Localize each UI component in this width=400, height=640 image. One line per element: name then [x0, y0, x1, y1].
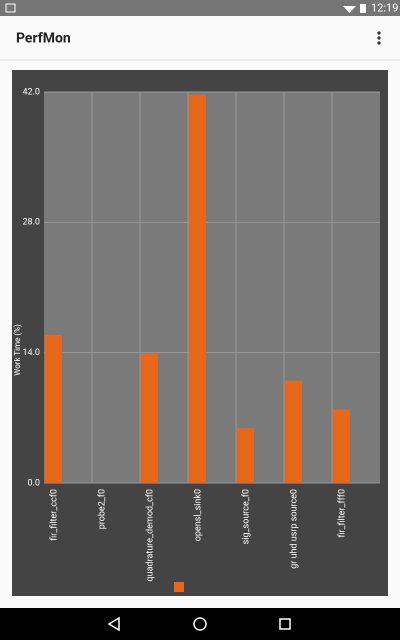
nav-recents[interactable] — [279, 618, 291, 630]
notification-icon — [5, 3, 16, 13]
nav-bar — [0, 608, 400, 640]
chart: 0.0 14.0 28.0 42.0 fir_filter_ccf0 probe2_f0 q… — [22, 87, 380, 581]
app-bar — [0, 16, 400, 60]
y-tick-label: 28.0 — [22, 218, 40, 228]
app-title: PerfMon — [16, 31, 71, 47]
y-axis-label: Work Time (%) — [13, 324, 22, 376]
y-tick-label: 42.0 — [22, 87, 40, 97]
y-tick-label: 14.0 — [22, 348, 40, 358]
status-bar — [0, 0, 400, 16]
nav-home[interactable] — [193, 617, 207, 631]
x-tick-label: probe2_f0 — [97, 489, 107, 529]
x-tick-label: quadrature_demod_cf0 — [145, 489, 155, 581]
nav-back[interactable] — [107, 616, 120, 632]
x-tick-label: fir_filter_ccf0 — [49, 489, 59, 541]
x-tick-label: opensl_sink0 — [193, 489, 203, 541]
wifi-icon — [343, 6, 356, 13]
x-tick-label: fir_filter_fff0 — [337, 489, 347, 538]
y-tick-label: 0.0 — [28, 478, 41, 488]
x-tick-label: sig_source_f0 — [241, 489, 251, 544]
bar — [285, 380, 302, 483]
overflow-menu[interactable] — [377, 31, 381, 45]
battery-icon — [360, 4, 366, 13]
status-time: 12:19 — [371, 1, 398, 14]
bar — [189, 94, 206, 484]
plot-area — [44, 92, 380, 483]
bar — [45, 334, 62, 483]
legend-swatch — [174, 582, 184, 592]
bar — [141, 353, 158, 483]
bar — [333, 409, 350, 483]
x-tick-label: gr uhd usrp source0 — [289, 489, 299, 569]
bar — [237, 428, 254, 483]
